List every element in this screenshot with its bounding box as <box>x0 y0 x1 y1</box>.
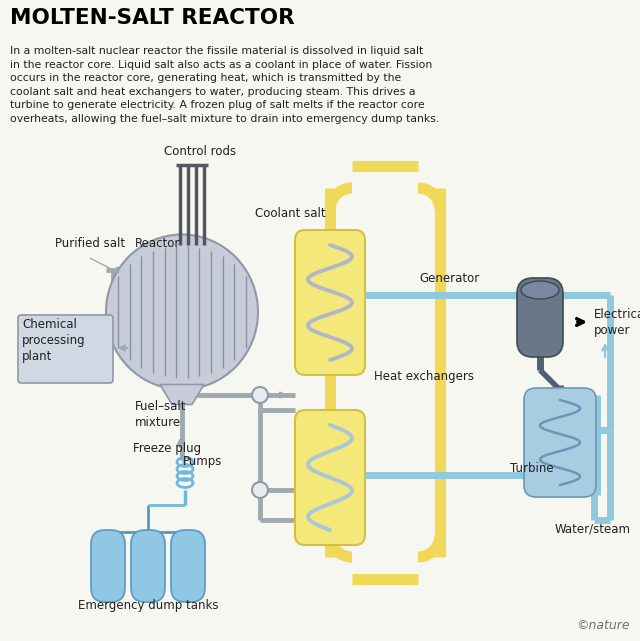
Text: Fuel–salt
mixture: Fuel–salt mixture <box>135 400 186 429</box>
Circle shape <box>252 387 268 403</box>
FancyBboxPatch shape <box>517 278 563 357</box>
FancyBboxPatch shape <box>171 530 205 602</box>
Text: Heat exchangers: Heat exchangers <box>374 370 474 383</box>
Text: Turbine: Turbine <box>510 462 554 475</box>
Text: Purified salt: Purified salt <box>55 237 125 250</box>
Text: Coolant salt: Coolant salt <box>255 207 326 220</box>
Text: Freeze plug: Freeze plug <box>133 442 201 455</box>
FancyBboxPatch shape <box>295 410 365 545</box>
Text: Generator: Generator <box>420 272 480 285</box>
FancyBboxPatch shape <box>18 315 113 383</box>
Text: Control rods: Control rods <box>164 145 236 158</box>
Text: In a molten-salt nuclear reactor the fissile material is dissolved in liquid sal: In a molten-salt nuclear reactor the fis… <box>10 46 439 124</box>
FancyBboxPatch shape <box>131 530 165 602</box>
FancyBboxPatch shape <box>524 388 596 497</box>
FancyBboxPatch shape <box>91 530 125 602</box>
Ellipse shape <box>106 235 258 390</box>
Text: Pumps: Pumps <box>182 455 222 468</box>
Text: Electrical
power: Electrical power <box>594 308 640 337</box>
Circle shape <box>252 482 268 498</box>
Text: Chemical
processing
plant: Chemical processing plant <box>22 318 86 363</box>
Text: ©nature: ©nature <box>577 619 630 632</box>
FancyBboxPatch shape <box>295 230 365 375</box>
Text: Reactor: Reactor <box>135 237 180 250</box>
Ellipse shape <box>521 281 559 299</box>
Text: MOLTEN-SALT REACTOR: MOLTEN-SALT REACTOR <box>10 8 294 28</box>
Polygon shape <box>160 385 204 404</box>
Text: Water/steam: Water/steam <box>555 523 631 536</box>
Text: Emergency dump tanks: Emergency dump tanks <box>77 599 218 612</box>
